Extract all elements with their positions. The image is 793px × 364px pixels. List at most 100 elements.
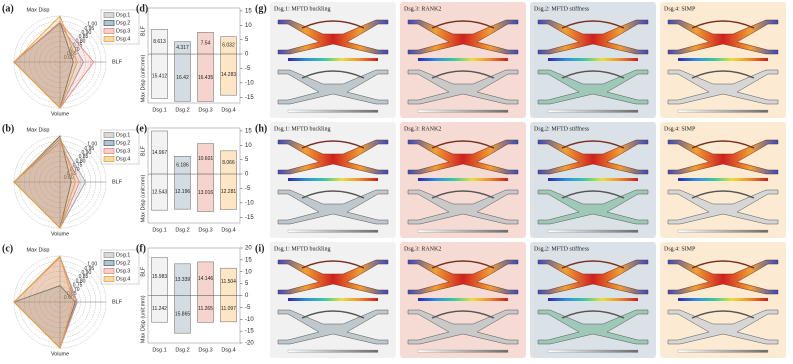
design-panel: Dsg.4: SIMP xyxy=(660,242,786,358)
structure xyxy=(537,189,649,225)
structure xyxy=(277,309,389,345)
bar xyxy=(174,53,191,102)
panel-label: (c) xyxy=(2,243,13,254)
panel-label: (f) xyxy=(136,243,146,254)
colorbar xyxy=(417,229,509,233)
series-label: Max Disp (unit:mm) xyxy=(140,175,146,223)
colorbar xyxy=(288,178,378,181)
value-label: 4.317 xyxy=(176,45,189,51)
y-tick-label: 10 xyxy=(245,269,252,275)
legend-label: Dsg.1 xyxy=(116,252,130,258)
value-label: 16.42 xyxy=(176,75,189,81)
structure xyxy=(667,69,779,105)
y-tick-label: 5 xyxy=(245,157,249,163)
structure-arch xyxy=(691,310,755,319)
colorbar xyxy=(678,58,768,61)
bar xyxy=(151,53,168,99)
r-tick-label: 0.60 xyxy=(64,295,74,301)
r-tick-label: 0.65 xyxy=(67,171,77,177)
y-tick-label: 10 xyxy=(245,23,252,29)
design-panel: Dsg.4: SIMP xyxy=(660,122,786,238)
panel-title: Dsg.4: SIMP xyxy=(664,246,696,252)
structure-arch xyxy=(691,140,755,149)
r-tick-label: 0.65 xyxy=(67,291,77,297)
value-label: 13.339 xyxy=(175,277,191,283)
x-tick-label: Dsg.3 xyxy=(198,227,212,233)
r-tick-label: 0.80 xyxy=(76,38,86,44)
panel-label: (b) xyxy=(2,123,14,134)
r-tick-label: 0.75 xyxy=(73,283,83,289)
structure xyxy=(667,259,779,295)
colorbar xyxy=(417,109,509,113)
legend-swatch xyxy=(103,252,115,258)
r-tick-label: 0.75 xyxy=(73,43,83,49)
value-label: 11.504 xyxy=(221,279,236,285)
bar xyxy=(220,295,237,323)
legend-swatch xyxy=(103,140,115,146)
y-tick-label: -15 xyxy=(245,215,254,221)
colorbar xyxy=(547,109,639,113)
panel-label: (e) xyxy=(136,123,147,134)
structure-arch xyxy=(301,260,365,269)
radar-polygon xyxy=(13,15,78,109)
y-tick-label: -10 xyxy=(245,200,254,206)
structure xyxy=(407,139,519,175)
legend-swatch xyxy=(103,28,115,34)
legend-label: Dsg.2 xyxy=(116,260,130,266)
legend-label: Dsg.3 xyxy=(116,268,130,274)
panel-title: Dsg.2: MFTD stiffness xyxy=(534,245,590,252)
structure-arch xyxy=(431,190,495,199)
structure-arch xyxy=(301,190,365,199)
structure-arch xyxy=(561,260,625,269)
colorbar xyxy=(418,178,508,181)
structure-arch xyxy=(691,20,755,29)
x-tick-label: Dsg.1 xyxy=(152,227,166,233)
panel-title: Dsg.4: SIMP xyxy=(664,126,696,132)
structure xyxy=(407,19,519,55)
legend-box xyxy=(100,9,140,45)
y-tick-label: 5 xyxy=(245,37,249,43)
structure-arch xyxy=(691,70,755,79)
structure xyxy=(277,259,389,295)
colorbar xyxy=(287,349,379,353)
series-label: BLF xyxy=(140,145,146,156)
structure-arch xyxy=(691,260,755,269)
r-tick-label: 0.70 xyxy=(70,47,80,53)
legend-swatch xyxy=(103,268,115,274)
structure-arch xyxy=(691,190,755,199)
r-tick-label: 0.60 xyxy=(64,55,74,61)
structure-arch xyxy=(301,20,365,29)
colorbar xyxy=(418,58,508,61)
panel-title: Dsg.3: RANK2 xyxy=(404,126,441,132)
panel-title: Dsg.3: RANK2 xyxy=(404,6,441,12)
bar xyxy=(151,295,168,323)
structure-arch xyxy=(301,70,365,79)
axis-label: BLF xyxy=(112,299,123,305)
y-tick-label: -5 xyxy=(245,305,251,311)
x-tick-label: Dsg.2 xyxy=(175,347,189,353)
r-tick-label: 0.95 xyxy=(84,146,94,152)
y-tick-label: -10 xyxy=(245,80,254,86)
colorbar xyxy=(678,298,768,301)
legend-swatch xyxy=(103,156,115,162)
axis-label: BLF xyxy=(112,179,123,185)
panel-title: Dsg.3: RANK2 xyxy=(404,246,441,252)
design-panel: Dsg.3: RANK2 xyxy=(400,242,526,358)
legend-swatch xyxy=(103,260,115,266)
structure xyxy=(407,309,519,345)
design-panel: Dsg.2: MFTD stiffness xyxy=(530,2,656,118)
y-tick-label: -10 xyxy=(245,317,254,323)
legend-swatch xyxy=(103,148,115,154)
structure-arch xyxy=(431,70,495,79)
colorbar xyxy=(677,229,769,233)
colorbar xyxy=(287,229,379,233)
value-label: 11.242 xyxy=(152,306,167,312)
structure xyxy=(407,189,519,225)
panel-label: (g) xyxy=(255,3,267,14)
structure-arch xyxy=(301,310,365,319)
value-label: 11.097 xyxy=(221,306,236,312)
value-label: 14.967 xyxy=(152,150,168,156)
x-tick-label: Dsg.4 xyxy=(221,227,235,233)
value-label: 11.265 xyxy=(198,306,213,312)
